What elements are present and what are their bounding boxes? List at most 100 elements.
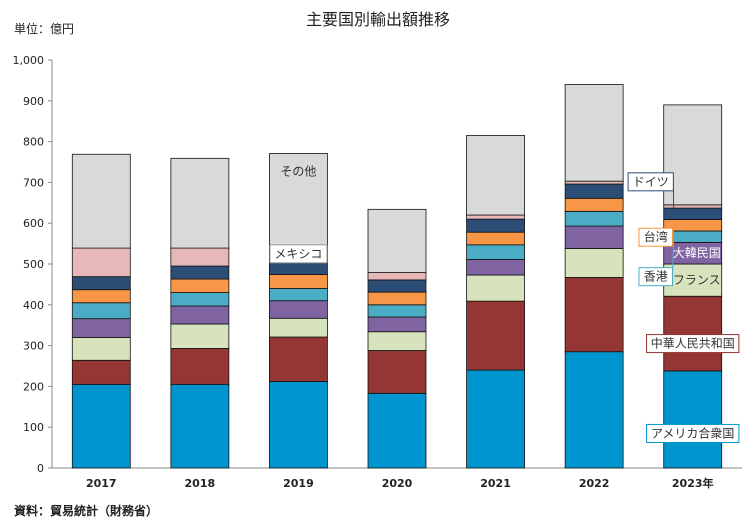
bar-segment	[466, 214, 525, 220]
annotation-text: 香港	[644, 270, 668, 284]
x-tick-label: 2019	[283, 477, 314, 490]
bar-segment	[71, 318, 131, 338]
bar-segment	[269, 261, 328, 276]
bar-segment	[367, 272, 427, 281]
annotation-box	[646, 334, 740, 354]
source-note: 資料：貿易統計（財務省）	[14, 503, 158, 518]
bar-segment	[71, 337, 131, 361]
bar-segment	[466, 369, 525, 469]
x-tick-label: 2018	[185, 477, 216, 490]
bar-segment	[170, 247, 230, 267]
y-tick-label: 700	[23, 176, 44, 189]
bar-segment	[269, 153, 328, 246]
bar-segment	[466, 231, 525, 246]
bar-segment	[564, 277, 624, 353]
bar-segment	[170, 278, 230, 293]
x-tick-label: 2021	[480, 477, 511, 490]
bar-segment	[367, 350, 427, 394]
bar-segment	[71, 276, 131, 291]
annotation-box	[638, 267, 673, 287]
bar-segment	[170, 292, 230, 307]
annotation-text: 中華人民共和国	[651, 336, 735, 351]
bar-segment	[269, 336, 328, 382]
annotation-box	[627, 172, 674, 192]
bar-segment	[367, 392, 427, 469]
bar-segment	[170, 305, 230, 325]
annotation-box	[269, 244, 328, 264]
annotation-text: 台湾	[644, 229, 668, 244]
bar-segment	[170, 323, 230, 349]
y-tick-label: 400	[23, 299, 44, 312]
bar-segment	[564, 351, 624, 469]
bar-segment	[71, 302, 131, 320]
bar-segment	[269, 300, 328, 319]
bar-segment	[466, 259, 525, 276]
bar-segment	[466, 244, 525, 260]
y-tick-label: 600	[23, 217, 44, 230]
bar-segment	[170, 265, 230, 280]
y-tick-label: 800	[23, 136, 44, 149]
y-tick-label: 100	[23, 421, 44, 434]
annotation-香港: 香港	[638, 236, 675, 287]
annotation-その他: その他	[280, 164, 316, 178]
bar-segment	[269, 274, 328, 289]
chart-title: 主要国別輸出額推移	[306, 10, 450, 29]
annotation-大韓民国: 大韓民国	[673, 246, 721, 260]
bar-segment	[466, 135, 525, 216]
bar-segment	[564, 248, 624, 278]
annotation-ドイツ: ドイツ	[627, 172, 675, 214]
bar-segment	[367, 208, 427, 273]
bar-segment	[564, 210, 624, 227]
bar-segment	[466, 274, 525, 302]
annotation-text: アメリカ合衆国	[651, 425, 734, 440]
annotation-text: メキシコ	[274, 247, 322, 261]
x-tick-label: 2017	[86, 477, 117, 490]
annotation-text: フランス	[673, 273, 721, 287]
bar-segment	[269, 288, 328, 302]
bar-segment	[367, 331, 427, 351]
bar-segment	[71, 247, 131, 278]
annotation-text: その他	[280, 164, 316, 178]
axes: 0 100 200 300 400 500 600 700 800 900 1,000 2017 201…	[13, 54, 742, 490]
annotation-box	[638, 227, 673, 247]
x-tick-label: 2023年	[672, 476, 714, 490]
annotation-中華人民共和国: 中華人民共和国	[646, 334, 740, 354]
bar-segment	[564, 180, 624, 185]
x-tick-label: 2022	[579, 477, 610, 490]
bar-segment	[663, 204, 723, 209]
bar-segment	[367, 304, 427, 318]
bar-segment	[170, 157, 230, 249]
annotation-メキシコ: メキシコ	[269, 244, 328, 264]
bar-segment	[663, 207, 723, 220]
annotation-box	[646, 423, 740, 443]
annotation-text: 大韓民国	[673, 246, 721, 260]
bar-segment	[564, 84, 624, 182]
bar-segment	[170, 383, 230, 469]
unit-label: 単位：億円	[14, 21, 74, 36]
bar-segment	[71, 383, 131, 469]
bar-segment	[367, 291, 427, 306]
y-tick-label: 1,000	[13, 54, 45, 67]
annotation-台湾: 台湾	[638, 225, 675, 247]
y-tick-label: 900	[23, 95, 44, 108]
y-tick-label: 0	[37, 462, 44, 475]
bars	[71, 84, 723, 469]
bar-segment	[663, 295, 723, 372]
bar-segment	[663, 263, 723, 297]
bar-segment	[367, 316, 427, 333]
y-tick-label: 500	[23, 258, 44, 271]
annotation-アメリカ合衆国: アメリカ合衆国	[646, 423, 740, 443]
bar-segment	[564, 225, 624, 249]
x-tick-label: 2020	[382, 477, 413, 490]
annotation-フランス: フランス	[673, 273, 721, 287]
bar-segment	[367, 279, 427, 293]
bar-segment	[466, 300, 525, 371]
annotation-text: ドイツ	[633, 175, 669, 189]
bar-segment	[466, 218, 525, 233]
bar-segment	[170, 348, 230, 385]
bar-segment	[71, 153, 131, 249]
bar-segment	[564, 183, 624, 199]
y-tick-label: 300	[23, 340, 44, 353]
